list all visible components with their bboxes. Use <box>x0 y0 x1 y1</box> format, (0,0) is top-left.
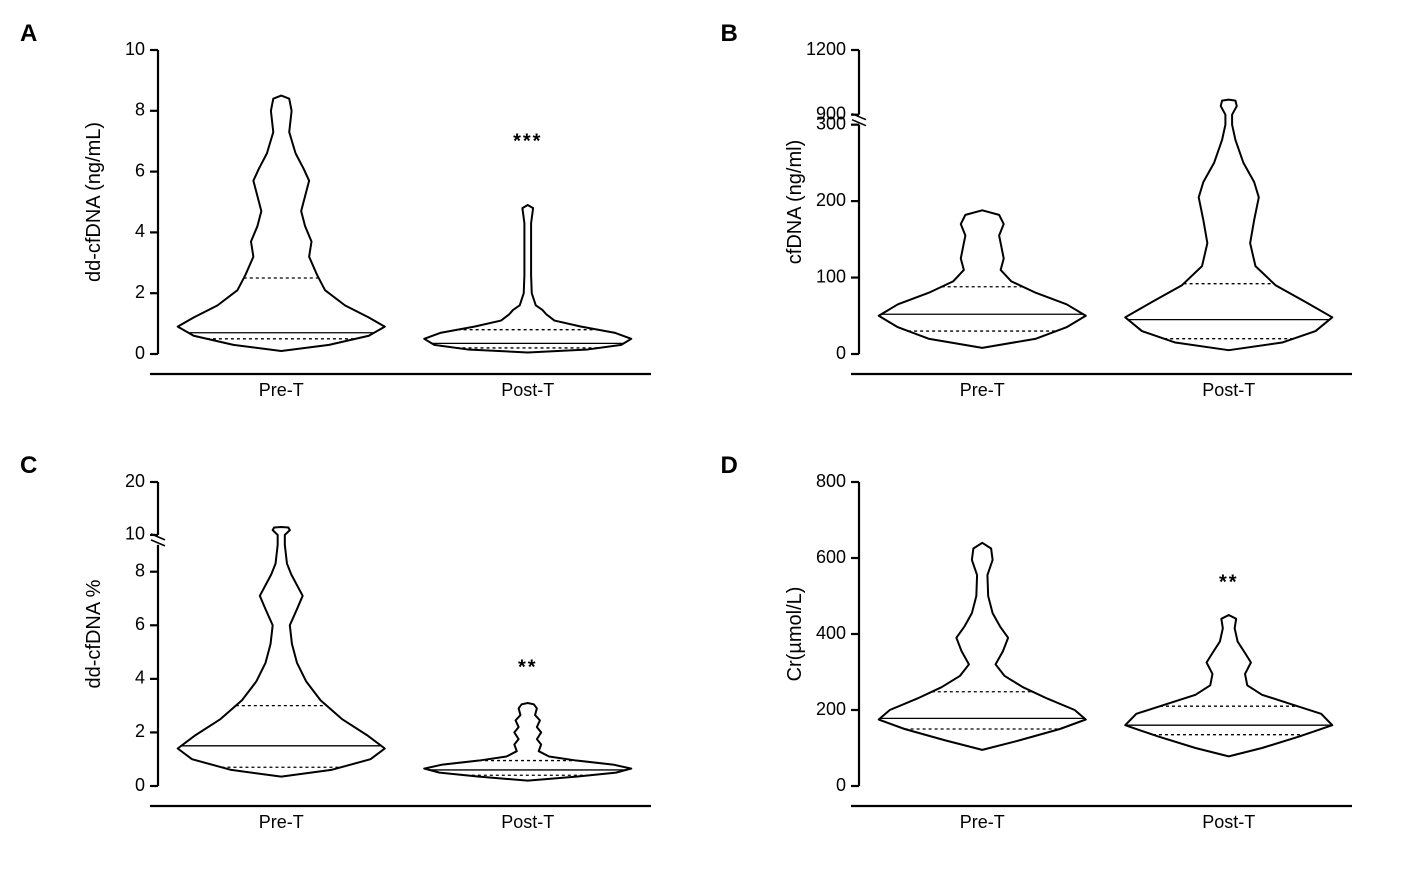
svg-text:cfDNA (ng/ml): cfDNA (ng/ml) <box>784 140 806 264</box>
svg-text:200: 200 <box>815 190 845 210</box>
svg-text:Cr(µmol/L): Cr(µmol/L) <box>784 587 806 682</box>
plot-D: 0 200 400 600 800 Cr(µmol/L) Pre-T Post-T ** <box>781 472 1362 844</box>
svg-text:Post-T: Post-T <box>501 812 554 832</box>
svg-text:900: 900 <box>815 103 845 123</box>
svg-text:8: 8 <box>135 560 145 580</box>
panel-C: C 0 2 4 6 8 10 20 dd-cfDNA % Pre-T Post-T ** <box>20 452 701 864</box>
panel-label-A: A <box>20 20 37 48</box>
svg-text:800: 800 <box>815 472 845 491</box>
svg-text:0: 0 <box>135 775 145 795</box>
svg-text:20: 20 <box>125 472 145 491</box>
svg-text:**: ** <box>518 656 538 678</box>
svg-text:400: 400 <box>815 623 845 643</box>
panel-B: B 01002003009001200cfDNA (ng/ml)Pre-TPos… <box>721 20 1402 432</box>
svg-text:2: 2 <box>135 721 145 741</box>
svg-text:0: 0 <box>835 343 845 363</box>
svg-text:6: 6 <box>135 614 145 634</box>
plot-B: 01002003009001200cfDNA (ng/ml)Pre-TPost-… <box>781 40 1362 412</box>
svg-text:10: 10 <box>125 40 145 59</box>
plot-A: 0 2 4 6 8 10 dd-cfDNA (ng/mL) Pre-T Post-T *** <box>80 40 661 412</box>
plot-C: 0 2 4 6 8 10 20 dd-cfDNA % Pre-T Post-T ** <box>80 472 661 844</box>
svg-text:10: 10 <box>125 524 145 544</box>
svg-text:200: 200 <box>815 699 845 719</box>
svg-text:4: 4 <box>135 668 145 688</box>
panel-D: D 0 200 400 600 800 Cr(µmol/L) Pre-T Post-T ** <box>721 452 1402 864</box>
svg-text:0: 0 <box>835 775 845 795</box>
svg-text:Post-T: Post-T <box>501 380 554 400</box>
svg-text:100: 100 <box>815 266 845 286</box>
svg-text:Pre-T: Pre-T <box>259 812 304 832</box>
panel-label-D: D <box>721 452 738 480</box>
figure-grid: A 0246810dd-cfDNA (ng/mL)Pre-TPost-T*** … <box>20 20 1401 864</box>
svg-text:1200: 1200 <box>805 40 845 59</box>
svg-text:4: 4 <box>135 221 145 241</box>
svg-text:Pre-T: Pre-T <box>259 380 304 400</box>
svg-text:2: 2 <box>135 282 145 302</box>
svg-text:***: *** <box>513 130 542 152</box>
svg-text:Post-T: Post-T <box>1202 812 1255 832</box>
svg-text:dd-cfDNA (ng/mL): dd-cfDNA (ng/mL) <box>83 122 105 282</box>
svg-text:0: 0 <box>135 343 145 363</box>
svg-text:Pre-T: Pre-T <box>959 812 1004 832</box>
svg-text:dd-cfDNA %: dd-cfDNA % <box>83 579 105 688</box>
svg-text:600: 600 <box>815 547 845 567</box>
svg-text:6: 6 <box>135 160 145 180</box>
svg-text:8: 8 <box>135 100 145 120</box>
svg-text:Post-T: Post-T <box>1202 380 1255 400</box>
panel-label-C: C <box>20 452 37 480</box>
svg-text:**: ** <box>1218 571 1238 593</box>
svg-text:Pre-T: Pre-T <box>959 380 1004 400</box>
panel-label-B: B <box>721 20 738 48</box>
panel-A: A 0 2 4 6 8 10 dd-cfDNA (ng/mL) Pre-T Post-T *** <box>20 20 701 432</box>
